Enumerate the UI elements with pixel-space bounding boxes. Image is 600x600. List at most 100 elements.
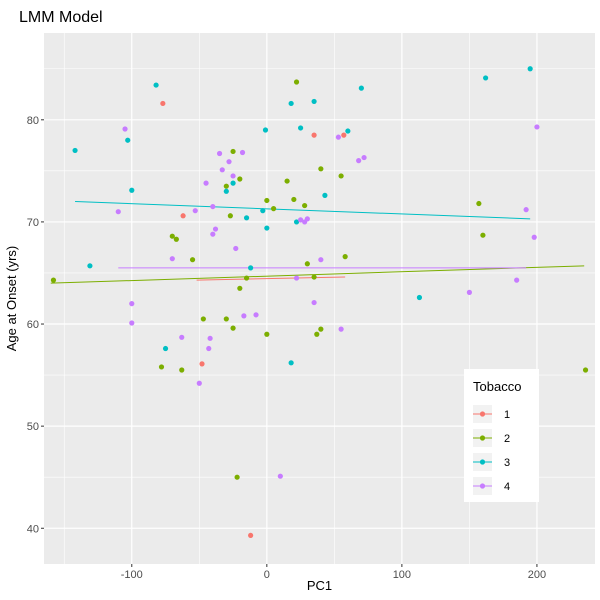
data-point-tobacco-3 [260,208,266,214]
data-point-tobacco-3 [297,125,304,131]
data-point-tobacco-4 [129,301,135,307]
data-point-tobacco-3 [288,360,294,366]
fit-line-3 [75,200,531,220]
data-point-tobacco-2 [480,232,486,238]
data-point-tobacco-2 [234,474,240,480]
data-point-tobacco-3 [72,147,78,154]
data-point-tobacco-4 [293,275,300,281]
data-point-tobacco-3 [483,75,489,81]
data-point-tobacco-2 [311,274,317,280]
y-axis: 40 50 60 70 80 [27,115,44,535]
data-point-tobacco-2 [223,316,229,322]
data-point-tobacco-4 [239,149,246,156]
x-tick-label: 100 [393,569,411,581]
y-tick-label: 40 [27,523,39,535]
data-point-tobacco-4 [129,320,135,326]
x-tick-label: 200 [528,569,546,581]
data-point-tobacco-3 [223,188,229,194]
legend-label-3: 3 [504,457,510,469]
data-point-tobacco-2 [302,202,308,209]
data-point-tobacco-3 [243,215,250,221]
data-point-tobacco-1 [180,213,186,219]
data-point-tobacco-4 [230,173,236,179]
data-point-tobacco-3 [230,180,236,186]
data-point-tobacco-4 [514,277,520,283]
data-point-tobacco-4 [203,180,209,186]
data-point-tobacco-4 [179,334,185,340]
x-tick-label: 0 [264,569,270,581]
data-point-tobacco-3 [264,225,270,231]
data-point-tobacco-1 [341,132,347,138]
data-point-tobacco-4 [356,158,362,164]
data-point-tobacco-2 [50,277,57,283]
data-point-tobacco-4 [318,257,324,263]
data-point-tobacco-4 [216,150,223,157]
data-point-tobacco-4 [196,380,202,386]
data-point-tobacco-4 [210,231,216,237]
data-point-tobacco-2 [582,367,589,373]
x-axis: -100 0 100 200 [121,564,546,581]
data-point-tobacco-4 [466,289,473,295]
data-point-tobacco-3 [322,192,328,198]
data-point-tobacco-2 [179,367,185,373]
data-point-tobacco-2 [476,200,482,207]
legend: Tobacco 1 2 3 4 [464,369,539,502]
data-point-tobacco-4 [212,226,219,232]
data-point-tobacco-4 [241,313,247,319]
data-point-tobacco-4 [534,124,540,130]
data-point-tobacco-2 [223,183,229,189]
y-tick-label: 60 [27,319,39,331]
fit-lines [50,200,585,284]
data-point-tobacco-2 [342,254,348,260]
data-point-tobacco-3 [153,82,159,88]
data-point-tobacco-3 [248,265,254,271]
data-point-tobacco-2 [169,233,175,239]
data-point-tobacco-2 [338,173,344,179]
data-point-tobacco-2 [237,285,243,291]
data-point-tobacco-2 [314,331,320,337]
data-point-tobacco-2 [284,178,290,184]
data-point-tobacco-3 [129,187,135,193]
data-point-tobacco-2 [173,236,179,242]
legend-label-2: 2 [504,433,510,445]
chart-title: LMM Model [19,9,103,26]
data-point-tobacco-2 [158,364,165,370]
data-point-tobacco-4 [277,473,283,479]
legend-title: Tobacco [473,379,521,394]
data-point-tobacco-2 [227,213,233,219]
data-point-tobacco-2 [293,79,300,85]
y-axis-title: Age at Onset (yrs) [4,246,19,351]
data-point-tobacco-3 [125,137,131,143]
data-point-tobacco-4 [210,203,216,210]
data-point-tobacco-1 [160,100,166,107]
major-gridlines [44,33,595,564]
data-point-tobacco-4 [207,335,213,341]
data-point-tobacco-4 [226,159,232,165]
data-point-tobacco-1 [199,361,205,367]
data-points [50,66,589,539]
data-point-tobacco-2 [230,325,236,331]
data-point-tobacco-4 [192,208,198,214]
data-point-tobacco-3 [162,345,169,352]
data-point-tobacco-2 [189,257,196,263]
data-point-tobacco-3 [87,263,93,269]
data-point-tobacco-4 [233,245,239,252]
data-point-tobacco-4 [311,299,317,306]
x-axis-title: PC1 [307,578,332,593]
data-point-tobacco-2 [270,206,277,212]
fit-line-1 [196,276,346,281]
data-point-tobacco-2 [237,176,243,182]
data-point-tobacco-2 [318,326,324,332]
data-point-tobacco-4 [169,256,175,262]
y-tick-label: 80 [27,115,39,127]
fit-line-2 [50,265,585,284]
data-point-tobacco-3 [288,100,294,107]
data-point-tobacco-2 [318,166,324,172]
y-tick-label: 50 [27,421,39,433]
data-point-tobacco-3 [345,128,351,134]
data-point-tobacco-4 [115,209,121,215]
data-point-tobacco-2 [200,316,206,322]
legend-marker-4 [479,483,486,489]
data-point-tobacco-1 [248,532,254,539]
data-point-tobacco-3 [416,294,423,301]
